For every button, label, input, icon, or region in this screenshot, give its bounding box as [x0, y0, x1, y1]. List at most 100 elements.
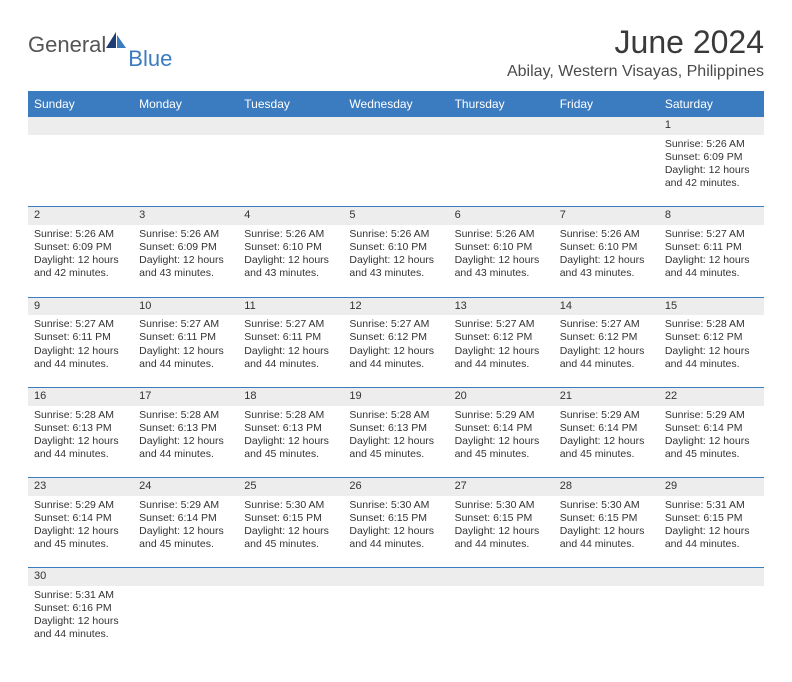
daylight-text: Daylight: 12 hours	[455, 254, 548, 267]
sunrise-text: Sunrise: 5:29 AM	[34, 499, 127, 512]
sunset-text: Sunset: 6:15 PM	[665, 512, 758, 525]
daylight-text: and 44 minutes.	[560, 538, 653, 551]
day-number	[343, 117, 448, 135]
daylight-text: and 44 minutes.	[349, 358, 442, 371]
day-cell: Sunrise: 5:30 AMSunset: 6:15 PMDaylight:…	[238, 496, 343, 568]
daylight-text: and 42 minutes.	[665, 177, 758, 190]
day-number	[28, 117, 133, 135]
day-number: 24	[133, 478, 238, 496]
daylight-text: Daylight: 12 hours	[34, 254, 127, 267]
day-cell: Sunrise: 5:27 AMSunset: 6:12 PMDaylight:…	[343, 315, 448, 387]
day-cell: Sunrise: 5:29 AMSunset: 6:14 PMDaylight:…	[133, 496, 238, 568]
sunset-text: Sunset: 6:15 PM	[349, 512, 442, 525]
daylight-text: and 43 minutes.	[455, 267, 548, 280]
daylight-text: Daylight: 12 hours	[34, 435, 127, 448]
day-number: 25	[238, 478, 343, 496]
day-number	[449, 117, 554, 135]
daynum-row: 2345678	[28, 207, 764, 225]
sunset-text: Sunset: 6:10 PM	[455, 241, 548, 254]
day-number: 5	[343, 207, 448, 225]
sunrise-text: Sunrise: 5:28 AM	[139, 409, 232, 422]
empty-cell	[343, 586, 448, 658]
daylight-text: and 44 minutes.	[455, 358, 548, 371]
daynum-row: 9101112131415	[28, 297, 764, 315]
empty-cell	[238, 586, 343, 658]
sunrise-text: Sunrise: 5:28 AM	[349, 409, 442, 422]
week-row: Sunrise: 5:26 AMSunset: 6:09 PMDaylight:…	[28, 135, 764, 207]
daylight-text: Daylight: 12 hours	[455, 525, 548, 538]
day-number: 26	[343, 478, 448, 496]
day-number: 11	[238, 297, 343, 315]
day-header: Wednesday	[343, 91, 448, 117]
day-cell: Sunrise: 5:27 AMSunset: 6:11 PMDaylight:…	[28, 315, 133, 387]
sunset-text: Sunset: 6:14 PM	[34, 512, 127, 525]
day-number: 2	[28, 207, 133, 225]
day-number: 15	[659, 297, 764, 315]
daylight-text: and 45 minutes.	[560, 448, 653, 461]
day-number	[238, 568, 343, 586]
day-cell: Sunrise: 5:26 AMSunset: 6:09 PMDaylight:…	[28, 225, 133, 297]
sunset-text: Sunset: 6:12 PM	[349, 331, 442, 344]
day-cell: Sunrise: 5:27 AMSunset: 6:11 PMDaylight:…	[133, 315, 238, 387]
day-number: 28	[554, 478, 659, 496]
location: Abilay, Western Visayas, Philippines	[507, 63, 764, 81]
sunset-text: Sunset: 6:14 PM	[139, 512, 232, 525]
sunrise-text: Sunrise: 5:28 AM	[665, 318, 758, 331]
daylight-text: Daylight: 12 hours	[139, 525, 232, 538]
day-number: 3	[133, 207, 238, 225]
daylight-text: and 43 minutes.	[349, 267, 442, 280]
day-cell: Sunrise: 5:26 AMSunset: 6:09 PMDaylight:…	[659, 135, 764, 207]
daylight-text: and 44 minutes.	[560, 358, 653, 371]
day-cell: Sunrise: 5:26 AMSunset: 6:09 PMDaylight:…	[133, 225, 238, 297]
sunset-text: Sunset: 6:12 PM	[455, 331, 548, 344]
sunset-text: Sunset: 6:14 PM	[665, 422, 758, 435]
daynum-row: 23242526272829	[28, 478, 764, 496]
daylight-text: Daylight: 12 hours	[34, 525, 127, 538]
empty-cell	[449, 586, 554, 658]
empty-cell	[133, 586, 238, 658]
week-row: Sunrise: 5:26 AMSunset: 6:09 PMDaylight:…	[28, 225, 764, 297]
day-header: Monday	[133, 91, 238, 117]
empty-cell	[659, 586, 764, 658]
day-number: 17	[133, 387, 238, 405]
day-cell: Sunrise: 5:30 AMSunset: 6:15 PMDaylight:…	[343, 496, 448, 568]
day-number: 7	[554, 207, 659, 225]
day-number	[133, 117, 238, 135]
daylight-text: Daylight: 12 hours	[244, 254, 337, 267]
sunrise-text: Sunrise: 5:26 AM	[665, 138, 758, 151]
calendar-table: Sunday Monday Tuesday Wednesday Thursday…	[28, 91, 764, 658]
daylight-text: and 44 minutes.	[349, 538, 442, 551]
sunset-text: Sunset: 6:10 PM	[560, 241, 653, 254]
sunrise-text: Sunrise: 5:26 AM	[349, 228, 442, 241]
sunset-text: Sunset: 6:11 PM	[139, 331, 232, 344]
daylight-text: Daylight: 12 hours	[560, 435, 653, 448]
empty-cell	[238, 135, 343, 207]
daylight-text: Daylight: 12 hours	[139, 435, 232, 448]
daylight-text: and 45 minutes.	[244, 538, 337, 551]
sunset-text: Sunset: 6:15 PM	[455, 512, 548, 525]
day-cell: Sunrise: 5:27 AMSunset: 6:12 PMDaylight:…	[554, 315, 659, 387]
sunset-text: Sunset: 6:13 PM	[349, 422, 442, 435]
daylight-text: Daylight: 12 hours	[665, 525, 758, 538]
day-header: Friday	[554, 91, 659, 117]
sunrise-text: Sunrise: 5:27 AM	[455, 318, 548, 331]
day-number: 20	[449, 387, 554, 405]
sunset-text: Sunset: 6:12 PM	[560, 331, 653, 344]
day-header: Sunday	[28, 91, 133, 117]
daylight-text: and 45 minutes.	[139, 538, 232, 551]
daynum-row: 1	[28, 117, 764, 135]
day-number: 10	[133, 297, 238, 315]
daynum-row: 30	[28, 568, 764, 586]
sunrise-text: Sunrise: 5:30 AM	[244, 499, 337, 512]
sunset-text: Sunset: 6:11 PM	[244, 331, 337, 344]
day-cell: Sunrise: 5:27 AMSunset: 6:11 PMDaylight:…	[238, 315, 343, 387]
sunrise-text: Sunrise: 5:30 AM	[560, 499, 653, 512]
daylight-text: Daylight: 12 hours	[139, 254, 232, 267]
sunset-text: Sunset: 6:13 PM	[34, 422, 127, 435]
sunrise-text: Sunrise: 5:26 AM	[34, 228, 127, 241]
sunset-text: Sunset: 6:09 PM	[34, 241, 127, 254]
day-cell: Sunrise: 5:31 AMSunset: 6:16 PMDaylight:…	[28, 586, 133, 658]
daylight-text: and 45 minutes.	[455, 448, 548, 461]
sunrise-text: Sunrise: 5:26 AM	[455, 228, 548, 241]
daylight-text: Daylight: 12 hours	[34, 615, 127, 628]
